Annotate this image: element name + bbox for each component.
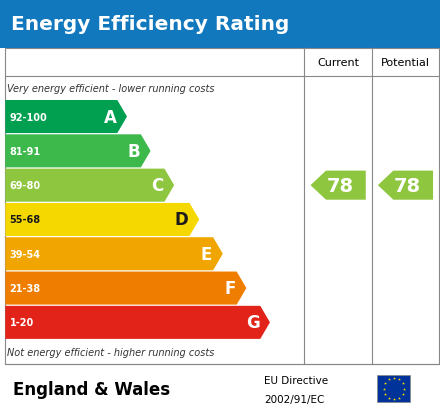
Text: F: F bbox=[224, 279, 236, 297]
Text: 78: 78 bbox=[394, 176, 422, 195]
Text: 55-68: 55-68 bbox=[10, 215, 41, 225]
Bar bbox=[378, 375, 411, 402]
Polygon shape bbox=[5, 101, 127, 134]
Text: A: A bbox=[103, 108, 117, 126]
Text: D: D bbox=[175, 211, 189, 229]
Text: 81-91: 81-91 bbox=[10, 147, 41, 157]
Text: 78: 78 bbox=[327, 176, 354, 195]
Text: Very energy efficient - lower running costs: Very energy efficient - lower running co… bbox=[7, 84, 215, 94]
Polygon shape bbox=[5, 237, 223, 271]
Text: Energy Efficiency Rating: Energy Efficiency Rating bbox=[11, 15, 290, 34]
Bar bbox=[0, 0, 440, 49]
Polygon shape bbox=[5, 306, 270, 339]
Text: B: B bbox=[128, 142, 140, 161]
Text: 69-80: 69-80 bbox=[10, 181, 41, 191]
Text: Potential: Potential bbox=[381, 58, 430, 68]
Text: E: E bbox=[201, 245, 212, 263]
Polygon shape bbox=[5, 204, 199, 236]
Text: 2002/91/EC: 2002/91/EC bbox=[264, 394, 324, 404]
Text: EU Directive: EU Directive bbox=[264, 375, 328, 385]
Text: 1-20: 1-20 bbox=[10, 318, 34, 328]
Text: G: G bbox=[246, 313, 260, 332]
Polygon shape bbox=[5, 135, 150, 168]
Polygon shape bbox=[378, 171, 433, 200]
Text: England & Wales: England & Wales bbox=[13, 380, 170, 398]
Polygon shape bbox=[5, 272, 246, 305]
Text: C: C bbox=[151, 177, 164, 195]
Bar bbox=[5, 49, 439, 364]
Text: 21-38: 21-38 bbox=[10, 283, 41, 293]
Text: 39-54: 39-54 bbox=[10, 249, 40, 259]
Polygon shape bbox=[311, 171, 366, 200]
Text: Not energy efficient - higher running costs: Not energy efficient - higher running co… bbox=[7, 347, 215, 357]
Text: Current: Current bbox=[317, 58, 359, 68]
Polygon shape bbox=[5, 169, 174, 202]
Text: 92-100: 92-100 bbox=[10, 112, 48, 122]
